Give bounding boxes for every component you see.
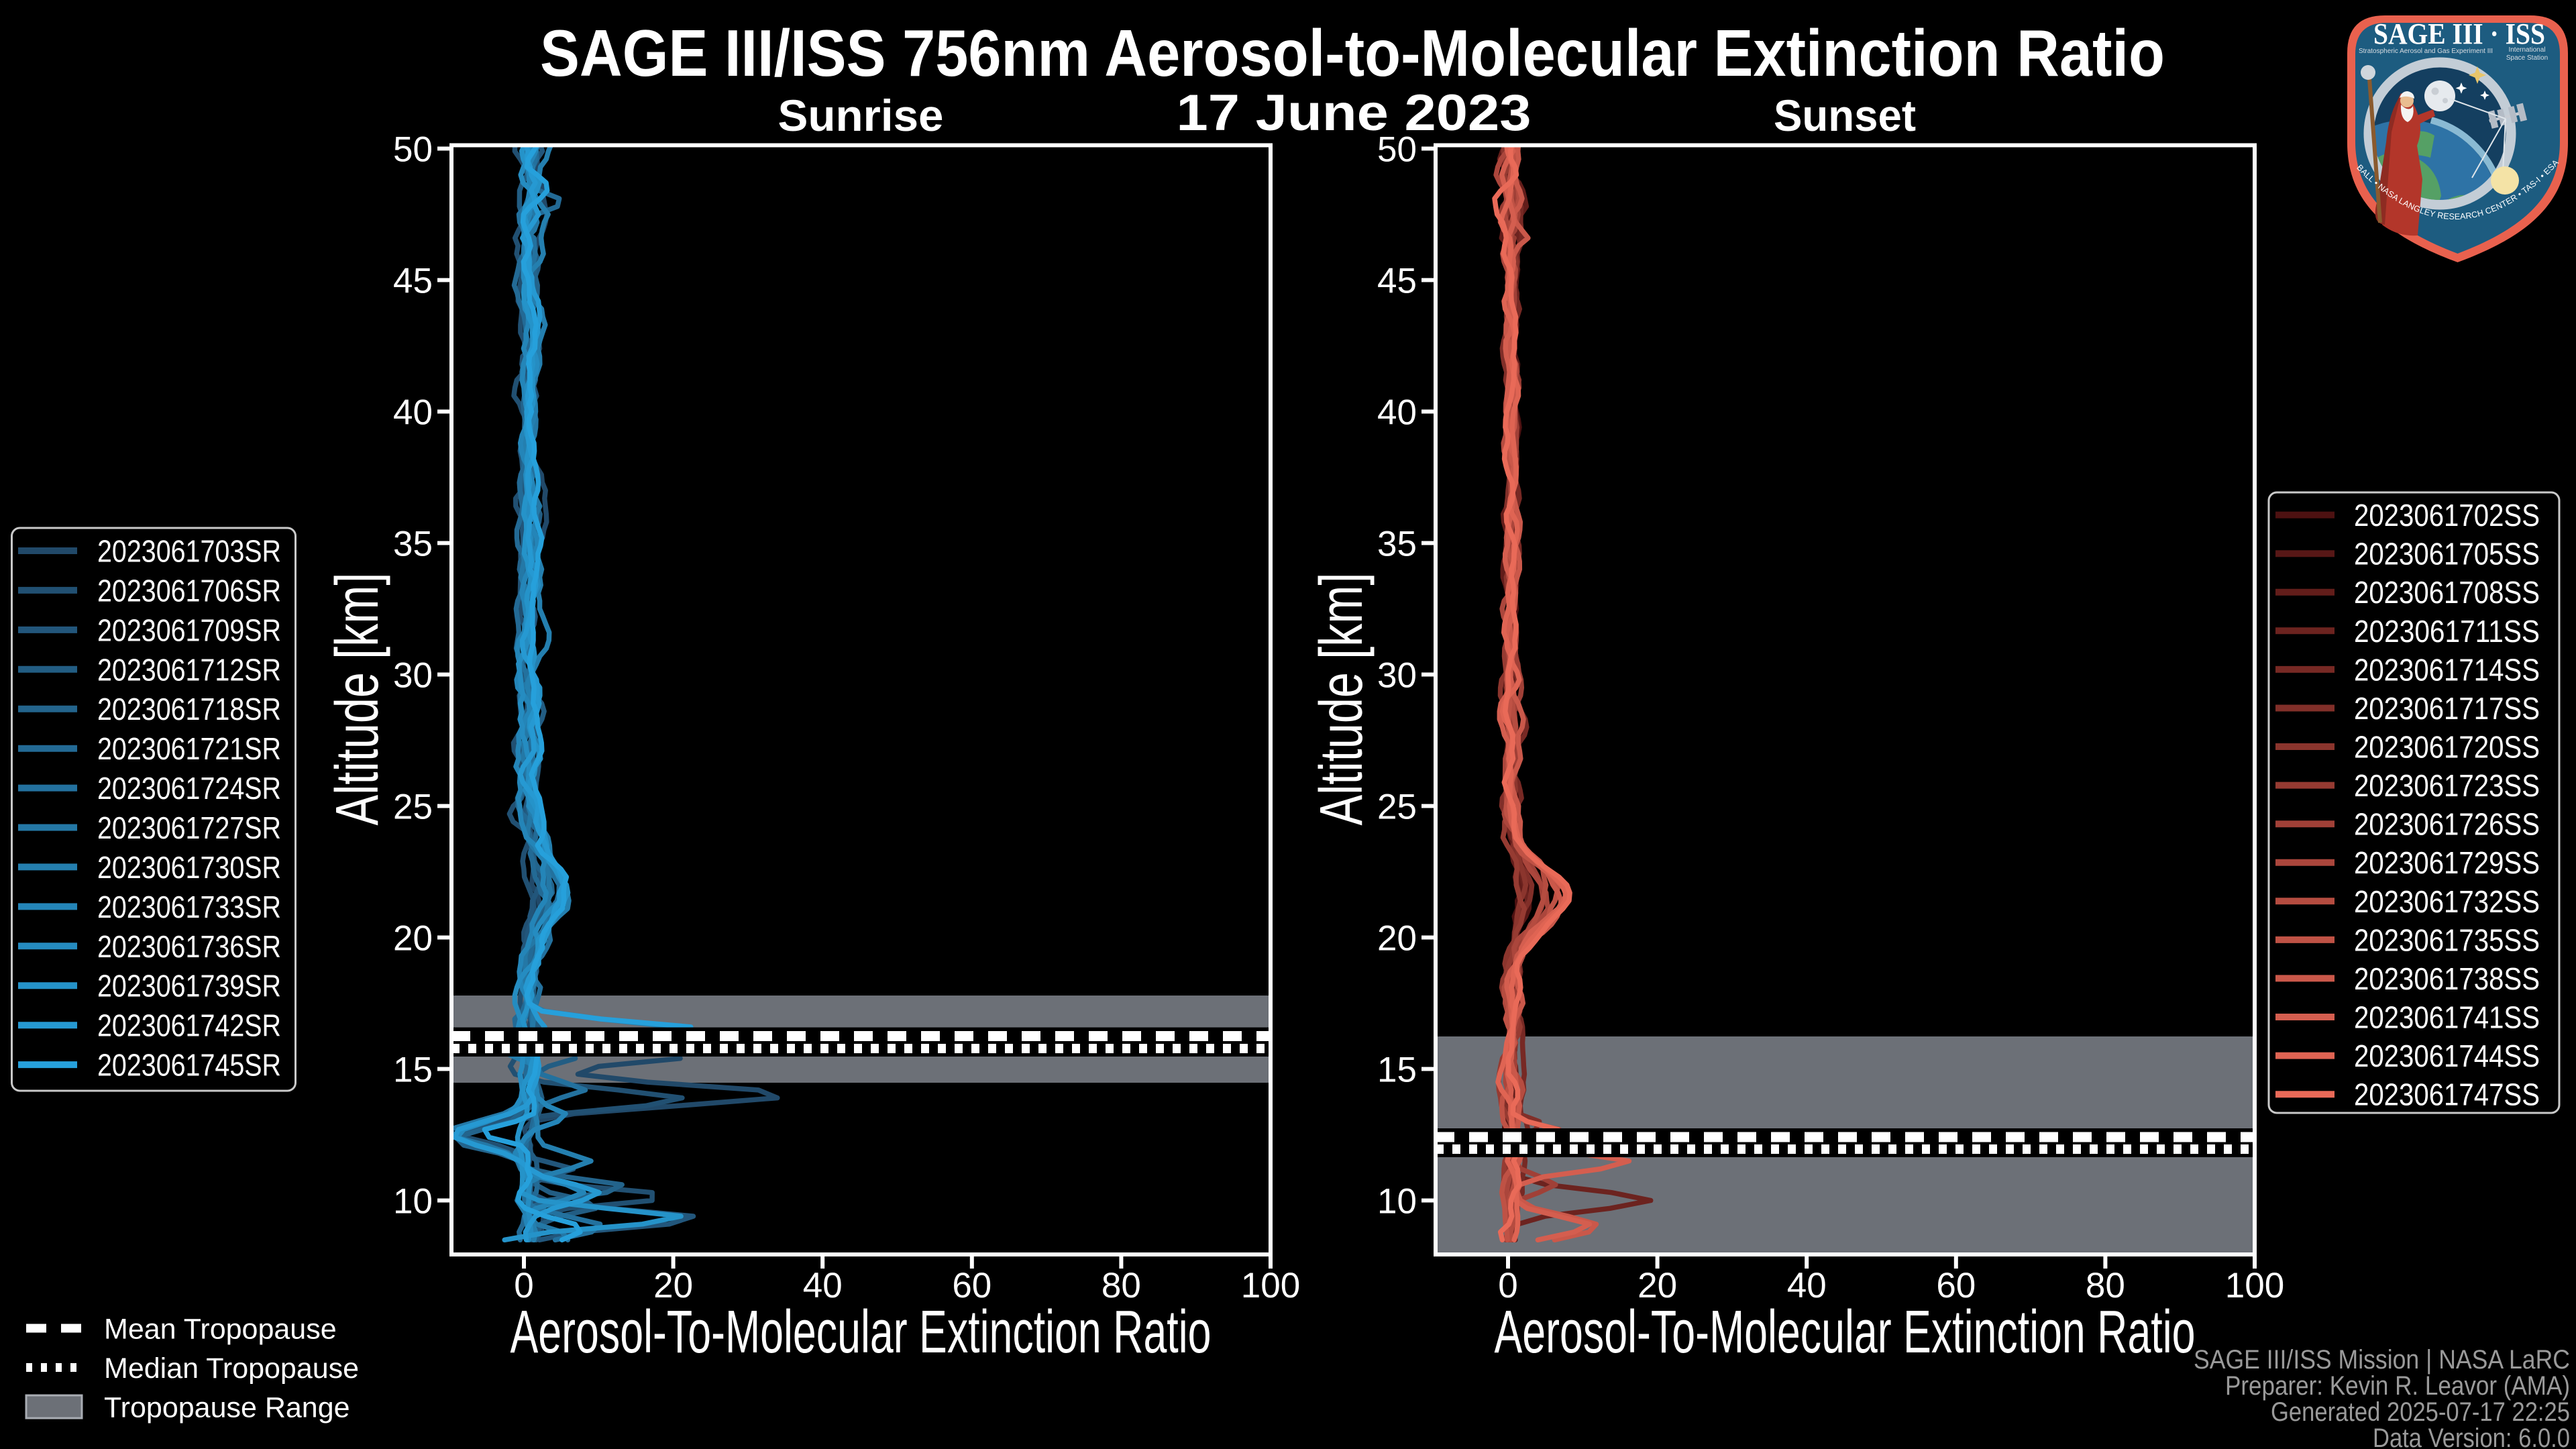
svg-text:50: 50	[393, 130, 433, 170]
svg-text:2023061742SR: 2023061742SR	[97, 1008, 281, 1043]
svg-text:100: 100	[1241, 1266, 1300, 1305]
svg-text:2023061747SS: 2023061747SS	[2354, 1077, 2540, 1112]
svg-text:2023061711SS: 2023061711SS	[2354, 614, 2540, 649]
svg-text:Aerosol-To-Molecular Extinctio: Aerosol-To-Molecular Extinction Ratio	[1495, 1299, 2196, 1366]
svg-text:2023061729SS: 2023061729SS	[2354, 845, 2540, 880]
svg-text:SAGE III/ISS Mission | NASA La: SAGE III/ISS Mission | NASA LaRC	[2194, 1345, 2570, 1375]
svg-text:30: 30	[1377, 656, 1417, 696]
svg-text:2023061723SS: 2023061723SS	[2354, 768, 2540, 803]
svg-text:15: 15	[393, 1051, 433, 1090]
svg-text:0: 0	[1498, 1266, 1517, 1305]
svg-text:2023061709SR: 2023061709SR	[97, 612, 281, 647]
svg-text:80: 80	[2086, 1266, 2125, 1305]
svg-text:25: 25	[1377, 788, 1417, 827]
svg-text:40: 40	[803, 1266, 843, 1305]
svg-text:Space Station: Space Station	[2506, 54, 2548, 62]
svg-text:Altitude [km]: Altitude [km]	[324, 573, 391, 826]
svg-text:2023061735SS: 2023061735SS	[2354, 922, 2540, 957]
svg-text:2023061726SS: 2023061726SS	[2354, 807, 2540, 842]
svg-text:100: 100	[2225, 1266, 2284, 1305]
svg-text:2023061706SR: 2023061706SR	[97, 573, 281, 608]
svg-text:Generated 2025-07-17 22:25: Generated 2025-07-17 22:25	[2271, 1397, 2570, 1427]
svg-text:10: 10	[1377, 1182, 1417, 1222]
svg-text:2023061720SS: 2023061720SS	[2354, 730, 2540, 765]
svg-text:40: 40	[1377, 393, 1417, 433]
svg-text:20: 20	[1377, 919, 1417, 959]
svg-text:Tropopause Range: Tropopause Range	[104, 1392, 350, 1424]
svg-text:2023061732SS: 2023061732SS	[2354, 884, 2540, 919]
svg-text:45: 45	[393, 262, 433, 301]
svg-text:2023061708SS: 2023061708SS	[2354, 575, 2540, 610]
svg-text:2023061705SS: 2023061705SS	[2354, 537, 2540, 572]
svg-text:15: 15	[1377, 1051, 1417, 1090]
svg-text:2023061738SS: 2023061738SS	[2354, 961, 2540, 996]
svg-text:2023061736SR: 2023061736SR	[97, 929, 281, 964]
svg-text:Median Tropopause: Median Tropopause	[104, 1352, 359, 1385]
svg-text:20: 20	[1638, 1266, 1677, 1305]
svg-text:80: 80	[1102, 1266, 1141, 1305]
svg-text:20: 20	[393, 919, 433, 959]
svg-text:2023061730SR: 2023061730SR	[97, 850, 281, 885]
svg-text:2023061712SR: 2023061712SR	[97, 652, 281, 687]
svg-text:Aerosol-To-Molecular Extinctio: Aerosol-To-Molecular Extinction Ratio	[511, 1299, 1212, 1366]
svg-text:Altitude [km]: Altitude [km]	[1308, 573, 1375, 826]
svg-text:17 June 2023: 17 June 2023	[1177, 85, 1532, 142]
svg-text:2023061718SR: 2023061718SR	[97, 692, 281, 727]
svg-text:35: 35	[393, 525, 433, 564]
svg-text:20: 20	[653, 1266, 693, 1305]
svg-text:60: 60	[1936, 1266, 1976, 1305]
svg-text:International: International	[2508, 46, 2545, 54]
svg-text:2023061717SS: 2023061717SS	[2354, 691, 2540, 726]
svg-text:25: 25	[393, 788, 433, 827]
svg-text:Sunrise: Sunrise	[778, 91, 944, 140]
svg-text:SAGE III/ISS 756nm Aerosol-to-: SAGE III/ISS 756nm Aerosol-to-Molecular …	[540, 16, 2165, 90]
svg-text:2023061727SR: 2023061727SR	[97, 810, 281, 845]
svg-text:40: 40	[393, 393, 433, 433]
svg-text:2023061745SR: 2023061745SR	[97, 1048, 281, 1083]
svg-text:10: 10	[393, 1182, 433, 1222]
svg-text:2023061724SR: 2023061724SR	[97, 771, 281, 806]
svg-text:Preparer: Kevin R. Leavor (AMA: Preparer: Kevin R. Leavor (AMA)	[2225, 1371, 2570, 1401]
svg-text:2023061703SR: 2023061703SR	[97, 534, 281, 569]
svg-text:Stratospheric Aerosol and Gas: Stratospheric Aerosol and Gas Experiment…	[2359, 48, 2493, 55]
svg-text:0: 0	[514, 1266, 533, 1305]
svg-text:2023061733SR: 2023061733SR	[97, 890, 281, 924]
svg-text:2023061741SS: 2023061741SS	[2354, 1000, 2540, 1035]
svg-text:Data Version: 6.0.0: Data Version: 6.0.0	[2373, 1424, 2570, 1449]
svg-text:2023061744SS: 2023061744SS	[2354, 1038, 2540, 1073]
svg-text:2023061702SS: 2023061702SS	[2354, 498, 2540, 533]
svg-text:2023061714SS: 2023061714SS	[2354, 652, 2540, 687]
svg-text:35: 35	[1377, 525, 1417, 564]
svg-text:30: 30	[393, 656, 433, 696]
svg-text:50: 50	[1377, 130, 1417, 170]
svg-text:Mean Tropopause: Mean Tropopause	[104, 1313, 337, 1346]
svg-text:SAGE III · ISS: SAGE III · ISS	[2373, 17, 2545, 50]
svg-text:40: 40	[1787, 1266, 1827, 1305]
svg-text:60: 60	[952, 1266, 991, 1305]
svg-text:2023061739SR: 2023061739SR	[97, 969, 281, 1004]
svg-text:45: 45	[1377, 262, 1417, 301]
svg-text:Sunset: Sunset	[1774, 91, 1916, 140]
svg-text:2023061721SR: 2023061721SR	[97, 731, 281, 766]
